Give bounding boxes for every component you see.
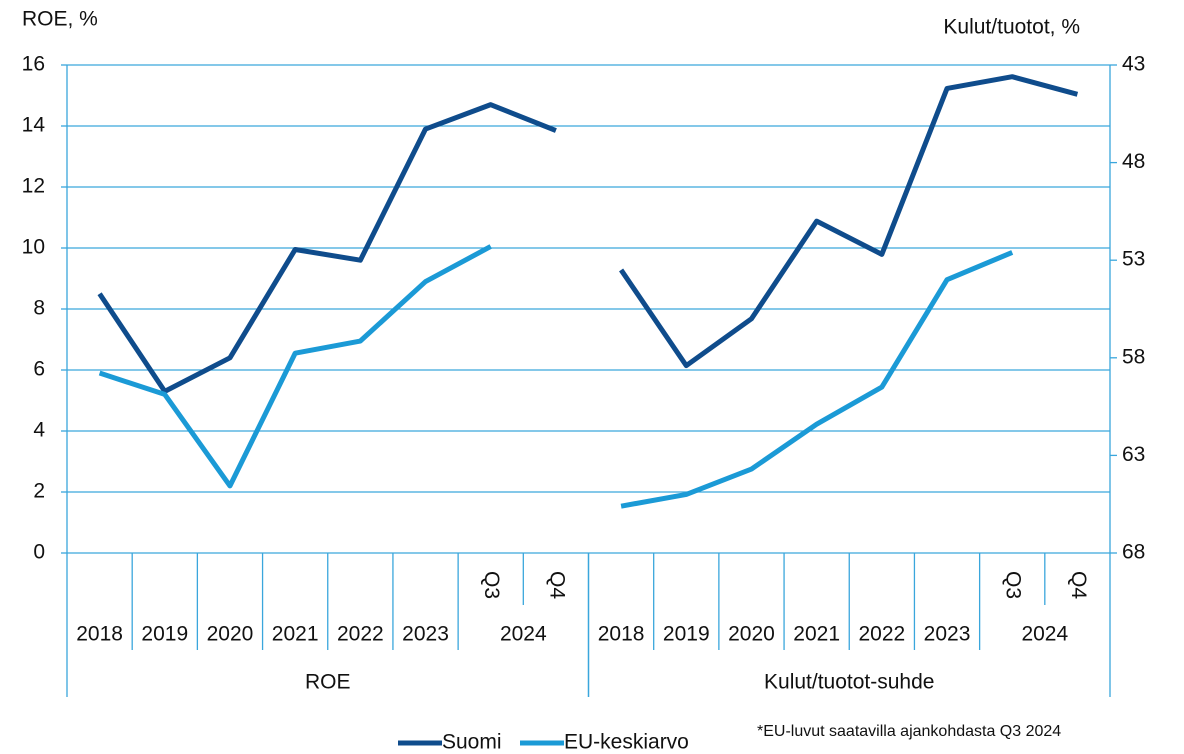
panel-label: Kulut/tuotot-suhde [764,671,934,694]
y-tick-label: 12 [22,175,45,198]
x-tick-label: 2020 [207,623,254,646]
y-tick-label: 16 [22,53,45,76]
y2-tick-label: 68 [1122,541,1145,564]
x-tick-label: 2018 [598,623,645,646]
x-tick-label: 2019 [663,623,710,646]
y-axis-title: ROE, % [22,8,98,31]
quarter-label: Q4 [1067,571,1090,599]
y-tick-label: 0 [33,541,45,564]
y2-tick-label: 63 [1122,443,1145,466]
series-line [619,74,1079,369]
y2-tick-label: 48 [1122,150,1145,173]
y-tick-label: 10 [22,236,45,259]
series-line [97,102,557,394]
x-tick-label: 2022 [337,623,384,646]
year-label: 2024 [500,623,547,646]
x-tick-label: 2020 [728,623,775,646]
quarter-label: Q3 [1002,571,1025,599]
x-tick-label: 2022 [858,623,905,646]
y-tick-label: 4 [33,419,45,442]
x-tick-label: 2018 [76,623,123,646]
y-tick-label: 8 [33,297,45,320]
y-tick-label: 14 [22,114,46,137]
y2-axis-title: Kulut/tuotot, % [943,16,1080,39]
year-label: 2024 [1021,623,1068,646]
x-tick-label: 2023 [402,623,449,646]
legend-label: EU-keskiarvo [564,731,689,754]
series-line [620,250,1014,509]
y-tick-label: 6 [33,358,45,381]
legend-label: Suomi [442,731,502,754]
panel-label: ROE [305,671,351,694]
note: *EU-luvut saatavilla ajankohdasta Q3 202… [757,723,1061,740]
y2-tick-label: 53 [1122,248,1145,271]
x-tick-label: 2021 [793,623,840,646]
x-tick-label: 2019 [141,623,188,646]
quarter-label: Q4 [545,571,568,599]
x-tick-label: 2023 [924,623,971,646]
series-line [98,244,492,489]
y2-tick-label: 58 [1122,345,1145,368]
quarter-label: Q3 [480,571,503,599]
x-tick-label: 2021 [272,623,319,646]
y-tick-label: 2 [33,480,45,503]
y2-tick-label: 43 [1122,53,1145,76]
